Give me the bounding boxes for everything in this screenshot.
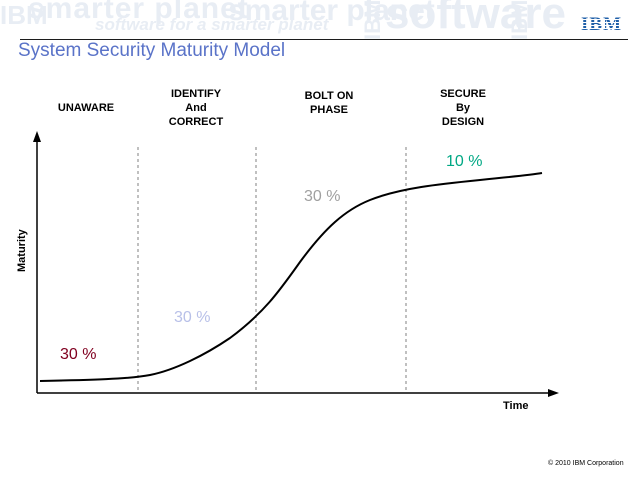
watermark-text: software [385,0,566,38]
header-banner: IBM smarter planet software for a smarte… [0,0,640,40]
header-divider [20,39,628,40]
watermark-text: IBM [0,0,48,30]
phase-label-secure-by-design: SECURE By DESIGN [440,88,486,128]
percentage-identify: 30 % [174,309,211,326]
percentage-secure-by-design: 10 % [446,153,483,170]
phase-label-bolt-on: BOLT ON PHASE [304,90,354,116]
watermark-text: software for a smarter planet [95,15,329,34]
x-axis-arrow-icon [548,389,559,397]
y-axis-label: Maturity [16,229,28,272]
percentage-unaware: 30 % [60,346,97,363]
percentage-bolt-on: 30 % [304,188,341,205]
maturity-curve [39,172,543,382]
ibm-logo: IBM [581,14,622,35]
copyright-notice: © 2010 IBM Corporation [548,460,624,467]
slide-title: System Security Maturity Model [18,40,286,61]
x-axis-label: Time [503,400,529,412]
y-axis-arrow-icon [33,131,41,142]
watermark-text: smarter planet [228,0,435,27]
phase-label-unaware: UNAWARE [57,102,115,114]
phase-label-identify: IDENTIFY And CORRECT [168,88,224,128]
watermark-text: smarter planet [28,0,249,25]
